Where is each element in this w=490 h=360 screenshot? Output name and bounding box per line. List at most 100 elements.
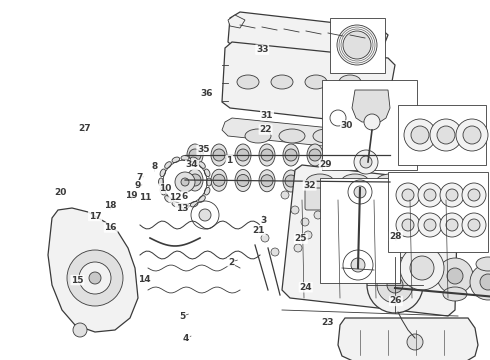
Text: 10: 10	[159, 184, 171, 193]
Circle shape	[343, 31, 371, 59]
Text: 14: 14	[138, 275, 151, 284]
Ellipse shape	[235, 170, 251, 192]
Ellipse shape	[331, 144, 347, 166]
Ellipse shape	[476, 257, 490, 271]
Circle shape	[294, 244, 302, 252]
Circle shape	[402, 254, 438, 290]
Bar	[320, 178, 400, 283]
Text: 4: 4	[183, 334, 190, 343]
Ellipse shape	[306, 174, 334, 190]
Ellipse shape	[211, 144, 227, 166]
Text: 13: 13	[175, 204, 188, 212]
Circle shape	[261, 234, 269, 242]
FancyBboxPatch shape	[375, 188, 405, 210]
Ellipse shape	[259, 144, 275, 166]
Circle shape	[468, 219, 480, 231]
Circle shape	[237, 175, 249, 186]
Text: 26: 26	[390, 296, 402, 305]
FancyBboxPatch shape	[410, 188, 440, 210]
Circle shape	[456, 119, 488, 151]
Circle shape	[480, 274, 490, 290]
Circle shape	[418, 213, 442, 237]
Polygon shape	[352, 90, 390, 122]
Circle shape	[402, 219, 414, 231]
Text: 1: 1	[226, 156, 232, 165]
Circle shape	[437, 126, 455, 144]
Circle shape	[304, 231, 312, 239]
Text: 16: 16	[104, 223, 117, 232]
Circle shape	[407, 334, 423, 350]
Bar	[398, 105, 486, 165]
Text: 17: 17	[89, 212, 101, 220]
Text: 19: 19	[125, 191, 138, 200]
Ellipse shape	[165, 195, 172, 202]
Ellipse shape	[283, 170, 299, 192]
Ellipse shape	[245, 129, 271, 143]
Text: 35: 35	[197, 145, 210, 154]
Circle shape	[418, 183, 442, 207]
Ellipse shape	[160, 169, 166, 177]
Circle shape	[424, 189, 436, 201]
Circle shape	[67, 250, 123, 306]
Ellipse shape	[307, 144, 323, 166]
Ellipse shape	[191, 157, 198, 163]
Circle shape	[189, 149, 201, 161]
Ellipse shape	[408, 247, 432, 261]
Circle shape	[213, 174, 225, 186]
Text: 5: 5	[179, 311, 185, 320]
Ellipse shape	[172, 201, 180, 207]
Ellipse shape	[259, 170, 275, 192]
Text: 27: 27	[78, 124, 91, 133]
Ellipse shape	[204, 187, 210, 195]
Bar	[330, 18, 385, 73]
Circle shape	[213, 149, 225, 161]
Ellipse shape	[172, 157, 180, 163]
Circle shape	[400, 246, 444, 290]
Text: 15: 15	[71, 276, 84, 284]
Circle shape	[396, 183, 420, 207]
Polygon shape	[222, 118, 395, 152]
Circle shape	[367, 257, 423, 313]
Polygon shape	[228, 15, 245, 28]
Ellipse shape	[204, 169, 210, 177]
Circle shape	[351, 258, 365, 272]
Circle shape	[285, 149, 297, 161]
Bar	[388, 172, 488, 252]
Text: 11: 11	[139, 193, 151, 202]
Ellipse shape	[355, 144, 371, 166]
Circle shape	[237, 149, 249, 161]
Polygon shape	[282, 165, 458, 316]
Ellipse shape	[347, 129, 373, 143]
Text: 29: 29	[319, 161, 332, 170]
Circle shape	[364, 114, 380, 130]
Circle shape	[462, 183, 486, 207]
Ellipse shape	[181, 156, 189, 161]
Ellipse shape	[206, 178, 212, 186]
Circle shape	[462, 213, 486, 237]
Ellipse shape	[271, 75, 293, 89]
Ellipse shape	[165, 162, 172, 168]
Circle shape	[261, 175, 273, 187]
Circle shape	[470, 264, 490, 300]
Circle shape	[440, 183, 464, 207]
Circle shape	[291, 206, 299, 214]
Ellipse shape	[411, 174, 439, 190]
Circle shape	[447, 268, 463, 284]
Circle shape	[309, 149, 321, 161]
Text: 22: 22	[259, 125, 272, 134]
Ellipse shape	[339, 75, 361, 89]
Circle shape	[333, 149, 345, 161]
Circle shape	[314, 211, 322, 219]
Ellipse shape	[355, 171, 371, 193]
Circle shape	[430, 119, 462, 151]
Circle shape	[357, 149, 369, 161]
Text: 28: 28	[390, 232, 402, 241]
Text: 36: 36	[200, 89, 213, 98]
Ellipse shape	[160, 187, 166, 195]
Circle shape	[79, 262, 111, 294]
Polygon shape	[222, 42, 395, 125]
FancyBboxPatch shape	[340, 188, 370, 210]
Polygon shape	[338, 318, 478, 360]
Text: 7: 7	[136, 173, 143, 182]
Text: 33: 33	[256, 45, 269, 54]
